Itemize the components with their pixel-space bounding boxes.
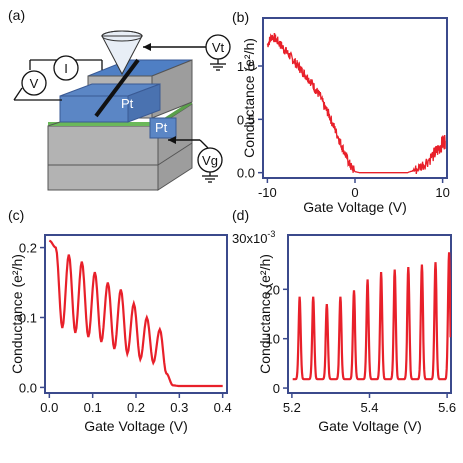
x-tick-label: 10 [435, 185, 449, 200]
pt-label-left: Pt [121, 96, 134, 111]
meter-v-label: V [30, 76, 39, 91]
panel-label: (d) [232, 207, 249, 223]
x-tick-label: 5.6 [438, 400, 456, 415]
x-tick-label: 0.1 [84, 400, 102, 415]
meter-vt-label: Vt [212, 40, 225, 55]
y-tick-label: 0.0 [237, 166, 255, 181]
device-stack [47, 59, 193, 191]
x-axis-label: Gate Voltage (V) [318, 418, 422, 434]
y-tick-label: 0.1 [19, 310, 37, 325]
chart-d: (d) 5.2 5.4 5.6 0 10 20 Gate Voltage (V) Conduct… [232, 207, 456, 434]
chart-c: (c) 0.0 0.1 0.2 0.3 0.4 0.0 0.1 0.2 Gate Voltage … [8, 207, 232, 434]
x-tick-label: 0.2 [127, 400, 145, 415]
x-axis-label: Gate Voltage (V) [84, 418, 188, 434]
panel-label: (b) [232, 9, 249, 25]
y-axis-label: Conductance (e²/h) [257, 254, 273, 374]
x-axis-label: Gate Voltage (V) [303, 199, 407, 215]
meter-vg-label: Vg [202, 153, 218, 168]
y-unit-label: 30x10-3 [232, 229, 275, 246]
y-tick-label: 0.5 [237, 112, 255, 127]
y-tick-label: 0.2 [19, 241, 37, 256]
plot-frame [262, 17, 448, 179]
x-tick-label: 5.4 [360, 400, 378, 415]
panel-label: (c) [8, 207, 24, 223]
meter-i-label: I [64, 61, 68, 76]
x-tick-label: -10 [258, 185, 277, 200]
x-tick-label: 5.2 [283, 400, 301, 415]
ammeter-i-icon [53, 55, 79, 81]
pt-label-right: Pt [155, 120, 168, 135]
y-tick-label: 10 [266, 332, 280, 347]
probe-tip-icon [101, 30, 143, 76]
y-axis-label: Conductance (e²/h) [241, 38, 257, 158]
y-axis-label: Conductance (e²/h) [9, 254, 25, 374]
panel-a-schematic: (a) Pt Pt [8, 7, 231, 191]
y-tick-label: 1.0 [237, 59, 255, 74]
y-tick-label: 0.0 [19, 380, 37, 395]
voltmeter-v-icon [21, 70, 47, 96]
chart-b: (b) -10 0 10 0.0 0.5 1.0 Gate Voltage (V) Conduc… [232, 9, 450, 215]
x-tick-label: 0.4 [214, 400, 232, 415]
x-tick-label: 0 [351, 185, 358, 200]
y-tick-label: 0 [273, 381, 280, 396]
y-tick-label: 20 [266, 282, 280, 297]
series-line [48, 239, 223, 388]
x-tick-label: 0.0 [40, 400, 58, 415]
panel-a-label: (a) [8, 7, 25, 23]
x-tick-label: 0.3 [170, 400, 188, 415]
nanowire-channel [94, 58, 140, 118]
series-line [266, 33, 446, 174]
series-line [292, 252, 451, 381]
